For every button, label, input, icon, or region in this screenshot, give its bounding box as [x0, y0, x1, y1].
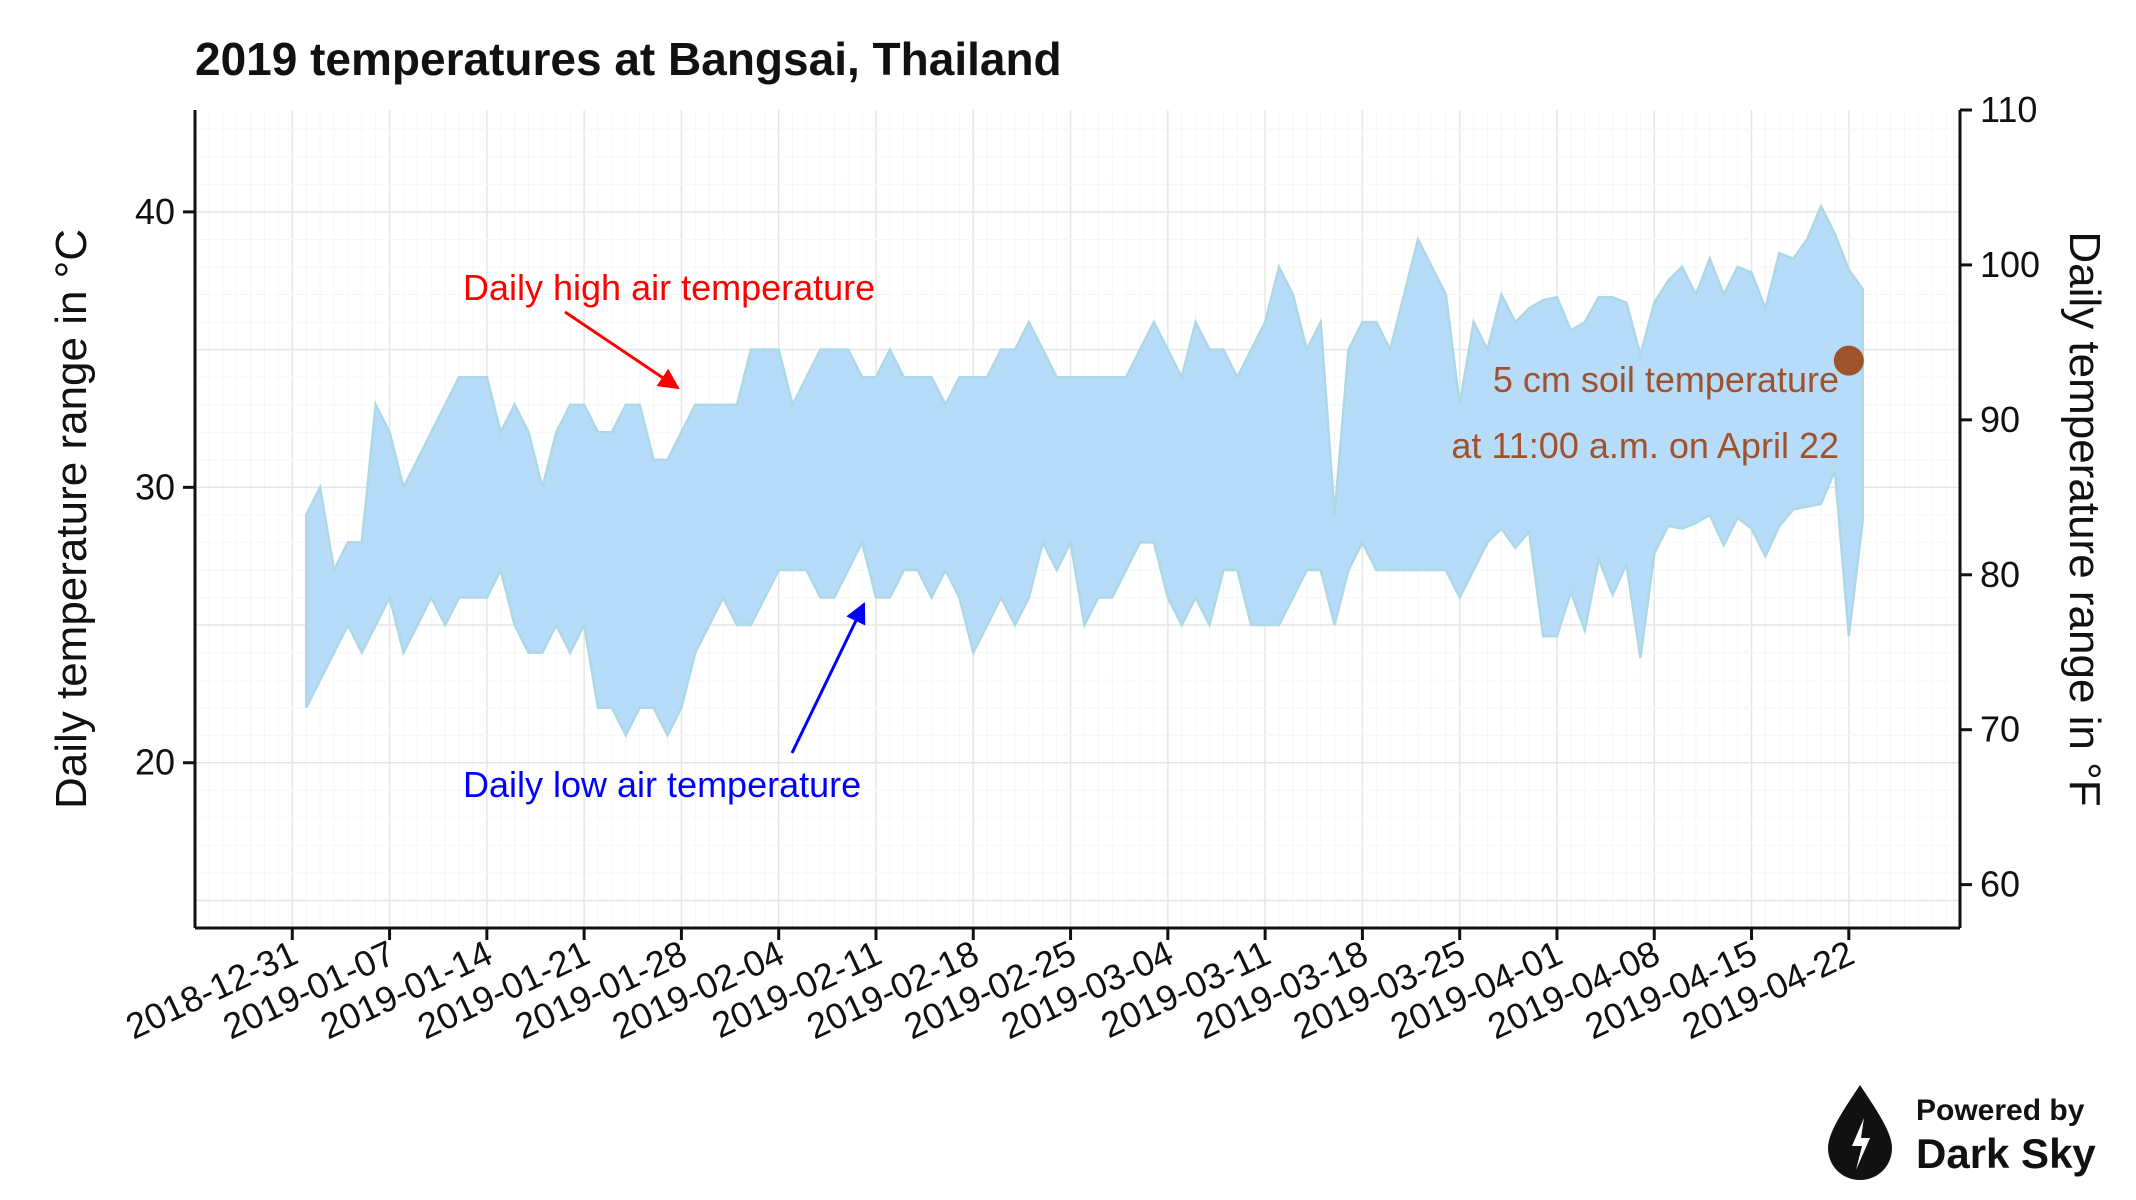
- low-annotation-arrow: [790, 602, 866, 754]
- x-ticks: 2018-12-312019-01-072019-01-142019-01-21…: [119, 928, 1860, 1047]
- right-y-tick-label: 70: [1980, 709, 2020, 750]
- left-y-axis-label: Daily temperature range in °C: [47, 229, 96, 809]
- left-y-tick-label: 20: [135, 742, 175, 783]
- dark-sky-branding: Powered by Dark Sky: [1828, 1085, 2096, 1180]
- soil-annotation: 5 cm soil temperature at 11:00 a.m. on A…: [1451, 345, 1864, 466]
- low-annotation-label: Daily low air temperature: [463, 764, 861, 805]
- temperature-range-band: [304, 203, 1864, 738]
- left-y-tick-label: 40: [135, 191, 175, 232]
- left-y-ticks: 20 30 40: [135, 191, 195, 783]
- right-y-axis-label: Daily temperature range in °F: [2060, 231, 2109, 806]
- right-y-tick-label: 80: [1980, 554, 2020, 595]
- soil-temperature-point: [1833, 345, 1864, 376]
- right-y-ticks: 60 70 80 90 100 110: [1960, 89, 2040, 905]
- powered-by-text: Powered by: [1916, 1094, 2085, 1127]
- dark-sky-text: Dark Sky: [1916, 1130, 2096, 1177]
- right-y-tick-label: 90: [1980, 399, 2020, 440]
- axes: [193, 110, 1962, 930]
- dark-sky-raindrop-icon: [1828, 1085, 1892, 1180]
- soil-annotation-line1: 5 cm soil temperature: [1493, 359, 1839, 400]
- soil-annotation-line2: at 11:00 a.m. on April 22: [1451, 425, 1839, 466]
- low-annotation: Daily low air temperature: [463, 602, 866, 805]
- high-annotation: Daily high air temperature: [463, 267, 875, 390]
- right-y-tick-label: 100: [1980, 244, 2040, 285]
- right-y-tick-label: 110: [1980, 89, 2037, 130]
- high-annotation-arrow: [564, 310, 680, 390]
- right-y-tick-label: 60: [1980, 864, 2020, 905]
- high-annotation-label: Daily high air temperature: [463, 267, 875, 308]
- left-y-tick-label: 30: [135, 466, 175, 507]
- chart-title: 2019 temperatures at Bangsai, Thailand: [195, 33, 1062, 85]
